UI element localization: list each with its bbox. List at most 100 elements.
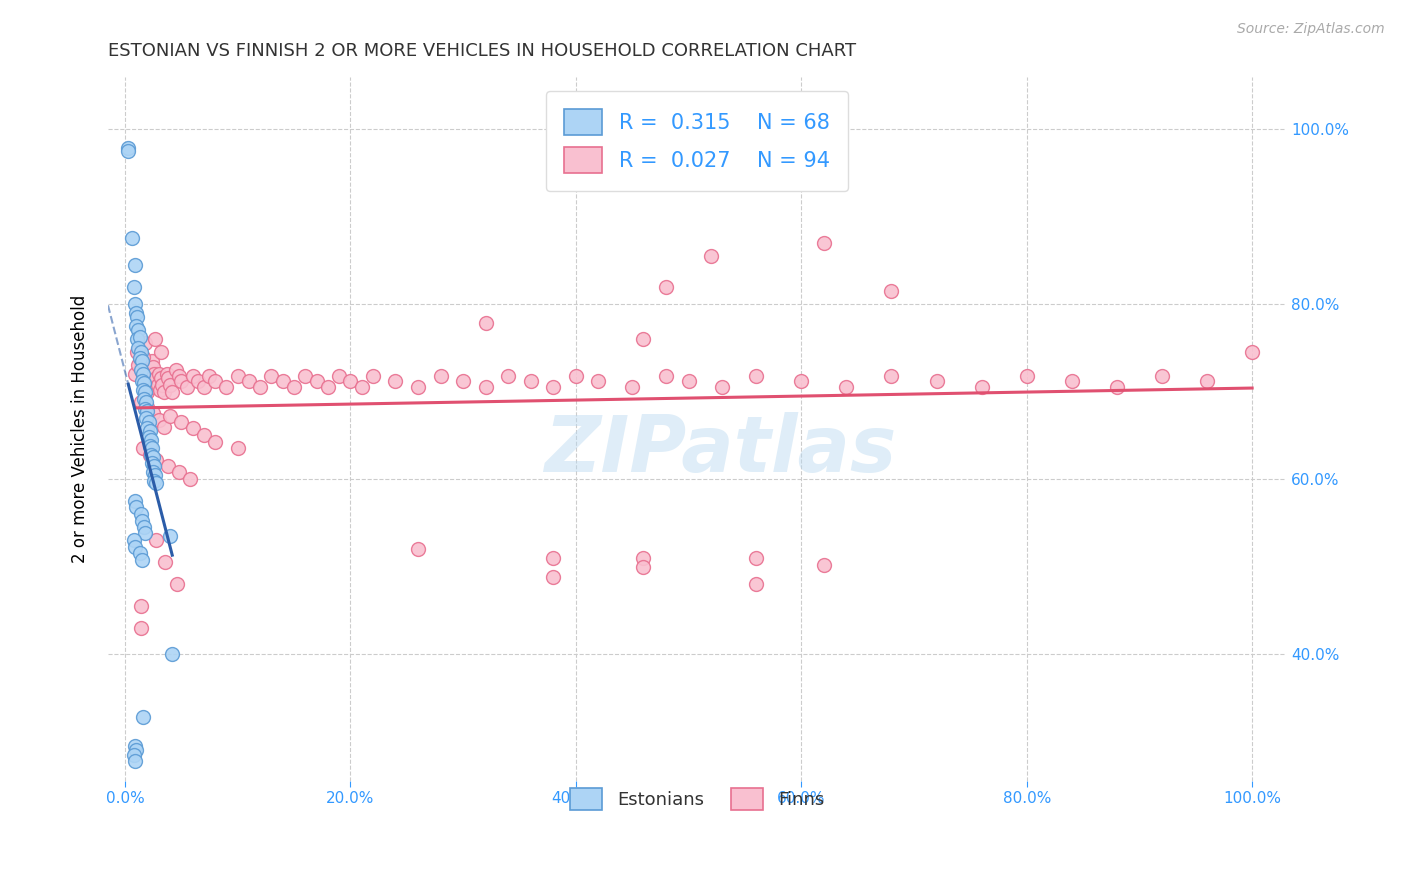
Point	[134, 526, 156, 541]
Point	[167, 465, 190, 479]
Point	[655, 279, 678, 293]
Point	[156, 458, 179, 473]
Point	[519, 374, 541, 388]
Point	[128, 354, 150, 368]
Point	[193, 428, 215, 442]
Point	[132, 520, 155, 534]
Point	[127, 341, 149, 355]
Point	[925, 374, 948, 388]
Point	[1105, 380, 1128, 394]
Point	[1150, 368, 1173, 383]
Point	[136, 384, 159, 399]
Point	[162, 384, 184, 399]
Point	[283, 380, 305, 394]
Point	[124, 739, 146, 753]
Point	[132, 376, 155, 390]
Point	[260, 368, 283, 383]
Point	[138, 424, 160, 438]
Point	[134, 377, 156, 392]
Point	[678, 374, 700, 388]
Point	[474, 380, 496, 394]
Point	[135, 410, 157, 425]
Point	[124, 367, 146, 381]
Point	[129, 362, 152, 376]
Point	[316, 380, 339, 394]
Point	[170, 415, 193, 429]
Point	[125, 318, 148, 333]
Point	[328, 368, 350, 383]
Point	[143, 367, 166, 381]
Text: Source: ZipAtlas.com: Source: ZipAtlas.com	[1237, 22, 1385, 37]
Point	[148, 367, 170, 381]
Point	[131, 374, 153, 388]
Point	[165, 362, 187, 376]
Point	[970, 380, 993, 394]
Point	[541, 550, 564, 565]
Point	[122, 279, 145, 293]
Point	[141, 354, 163, 368]
Point	[138, 368, 160, 383]
Point	[141, 442, 163, 456]
Point	[835, 380, 858, 394]
Point	[142, 450, 165, 465]
Point	[134, 384, 156, 399]
Point	[131, 552, 153, 566]
Point	[153, 419, 176, 434]
Point	[127, 332, 149, 346]
Point	[633, 559, 655, 574]
Point	[127, 310, 149, 325]
Legend: Estonians, Finns: Estonians, Finns	[555, 774, 838, 825]
Point	[125, 500, 148, 515]
Point	[136, 401, 159, 415]
Point	[149, 383, 172, 397]
Point	[193, 380, 215, 394]
Point	[143, 467, 166, 482]
Point	[148, 412, 170, 426]
Point	[541, 380, 564, 394]
Point	[145, 453, 167, 467]
Point	[384, 374, 406, 388]
Point	[129, 360, 152, 375]
Point	[633, 332, 655, 346]
Point	[138, 415, 160, 429]
Point	[143, 332, 166, 346]
Point	[633, 550, 655, 565]
Point	[132, 442, 155, 456]
Point	[117, 144, 139, 158]
Point	[565, 368, 588, 383]
Point	[124, 754, 146, 768]
Point	[129, 599, 152, 613]
Text: ESTONIAN VS FINNISH 2 OR MORE VEHICLES IN HOUSEHOLD CORRELATION CHART: ESTONIAN VS FINNISH 2 OR MORE VEHICLES I…	[108, 42, 856, 60]
Point	[790, 374, 813, 388]
Point	[142, 465, 165, 479]
Point	[271, 374, 294, 388]
Point	[124, 541, 146, 555]
Point	[181, 368, 204, 383]
Point	[145, 476, 167, 491]
Point	[156, 371, 179, 385]
Point	[129, 345, 152, 359]
Point	[167, 368, 190, 383]
Point	[132, 383, 155, 397]
Point	[166, 577, 188, 591]
Point	[350, 380, 373, 394]
Point	[204, 374, 226, 388]
Point	[711, 380, 734, 394]
Point	[142, 360, 165, 375]
Point	[142, 407, 165, 421]
Point	[745, 368, 768, 383]
Point	[170, 374, 193, 388]
Point	[138, 439, 160, 453]
Point	[138, 448, 160, 462]
Point	[138, 430, 160, 444]
Point	[139, 433, 162, 447]
Point	[249, 380, 271, 394]
Point	[880, 368, 903, 383]
Point	[198, 368, 221, 383]
Point	[131, 354, 153, 368]
Point	[146, 377, 169, 392]
Point	[159, 377, 181, 392]
Text: ZIPatlas: ZIPatlas	[544, 412, 897, 488]
Point	[155, 367, 177, 381]
Point	[121, 231, 143, 245]
